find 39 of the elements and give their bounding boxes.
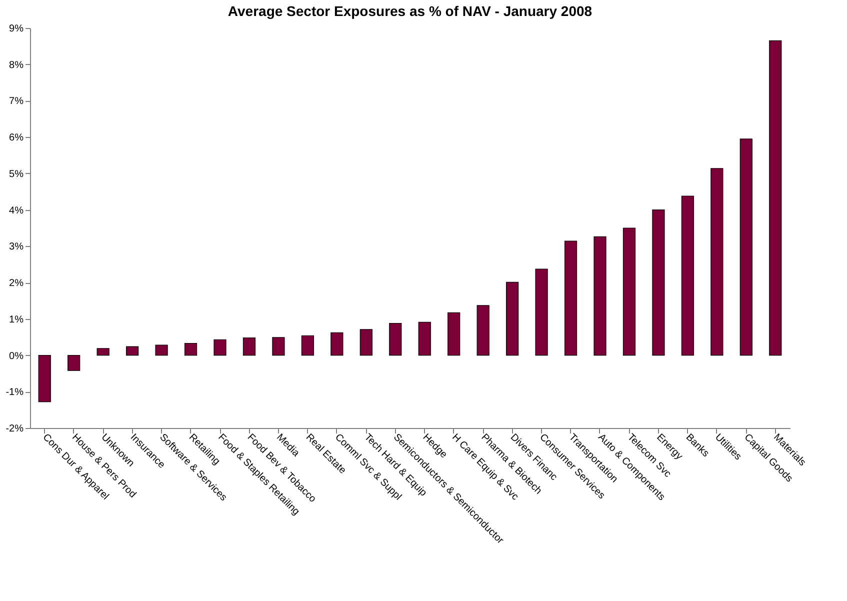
y-tick-label: 4% — [9, 205, 24, 216]
bar — [710, 168, 724, 356]
y-tick-label: 3% — [9, 242, 24, 253]
y-tick-label: 2% — [9, 278, 24, 290]
y-tick-label: 0% — [9, 350, 24, 362]
bar — [740, 138, 752, 356]
bar — [389, 322, 402, 356]
bar — [418, 322, 431, 356]
y-tick-label: 1% — [9, 314, 24, 326]
bar — [242, 338, 256, 356]
y-tick-label: 6% — [9, 132, 24, 144]
y-tick-label: 5% — [9, 168, 24, 180]
bar — [301, 335, 314, 356]
y-tick-label: -2% — [6, 424, 24, 434]
y-tick-label: -1% — [6, 387, 24, 398]
bar — [330, 332, 344, 356]
y-tick-label: 9% — [9, 24, 24, 34]
bar — [214, 339, 226, 356]
bar — [594, 236, 606, 356]
bar — [769, 40, 782, 356]
bar — [38, 354, 51, 402]
bar — [476, 305, 490, 356]
bar — [360, 329, 372, 356]
y-tick-label: 7% — [9, 96, 24, 108]
chart-title: Average Sector Exposures as % of NAV - January 2008 — [228, 3, 592, 19]
bar — [681, 196, 694, 356]
bar — [622, 228, 636, 356]
bar — [96, 348, 110, 356]
bar — [652, 210, 665, 356]
bar — [506, 282, 519, 356]
y-tick-label: 8% — [9, 60, 24, 71]
bar — [535, 268, 548, 356]
bar — [564, 240, 578, 356]
bar — [126, 346, 139, 356]
bar — [184, 342, 198, 356]
bar — [155, 344, 168, 356]
bar — [272, 337, 285, 356]
bar — [68, 354, 80, 371]
bar — [448, 312, 460, 356]
